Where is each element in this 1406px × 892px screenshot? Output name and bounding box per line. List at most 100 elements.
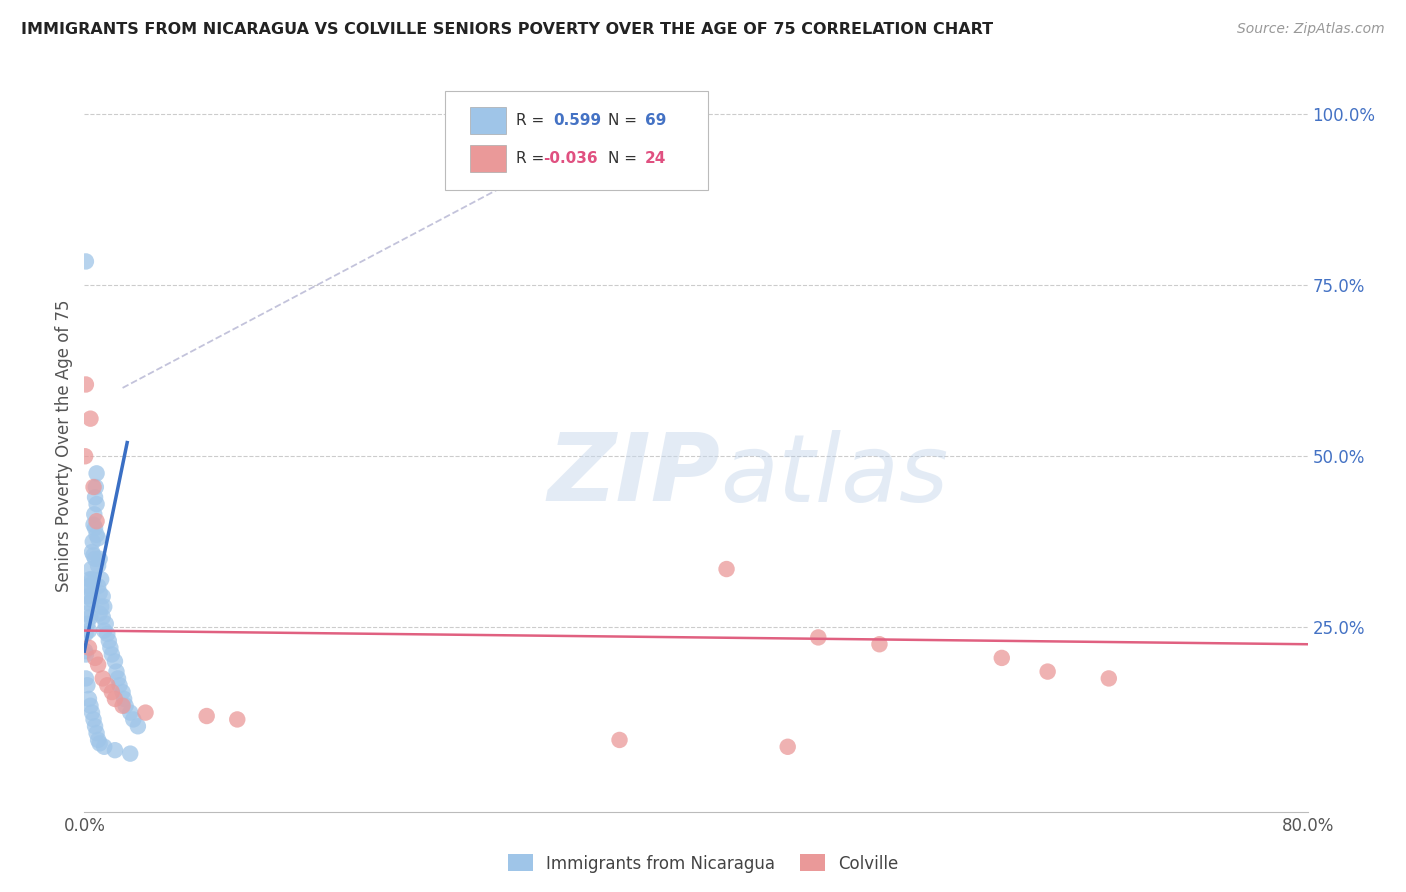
Point — [90, 599, 112, 614]
Point — [89, 607, 111, 621]
Point — [101, 648, 124, 662]
Point — [75, 648, 97, 662]
Point — [1098, 672, 1121, 686]
Point — [84, 719, 107, 733]
Point — [111, 698, 134, 713]
Point — [77, 596, 100, 610]
Point — [91, 590, 114, 604]
Text: 24: 24 — [644, 151, 666, 166]
Point — [89, 551, 111, 566]
Point — [75, 254, 97, 268]
Point — [79, 411, 101, 425]
Point — [111, 685, 134, 699]
Point — [86, 467, 108, 481]
Point — [75, 377, 97, 392]
Point — [87, 558, 110, 573]
Point — [80, 592, 103, 607]
Point — [87, 733, 110, 747]
Bar — [470, 145, 506, 172]
Point — [869, 637, 891, 651]
Point — [807, 631, 830, 645]
Point — [104, 654, 127, 668]
Text: R =: R = — [516, 151, 544, 166]
Point — [77, 692, 100, 706]
Point — [83, 713, 105, 727]
Point — [75, 449, 97, 463]
Point — [77, 579, 100, 593]
Point — [76, 607, 98, 621]
Text: N =: N = — [607, 151, 637, 166]
Text: Source: ZipAtlas.com: Source: ZipAtlas.com — [1237, 22, 1385, 37]
Point — [120, 747, 142, 761]
Point — [84, 490, 107, 504]
Point — [87, 657, 110, 672]
Point — [84, 551, 107, 566]
Point — [83, 517, 105, 532]
Text: N =: N = — [607, 113, 637, 128]
Text: 69: 69 — [644, 113, 666, 128]
Point — [716, 562, 738, 576]
Point — [195, 709, 218, 723]
Text: atlas: atlas — [720, 430, 949, 521]
Point — [89, 586, 111, 600]
Point — [87, 531, 110, 545]
Point — [77, 624, 100, 638]
Text: 0.599: 0.599 — [553, 113, 600, 128]
Point — [991, 651, 1014, 665]
Point — [86, 726, 108, 740]
Point — [75, 627, 97, 641]
Point — [112, 692, 135, 706]
Point — [93, 624, 115, 638]
Point — [114, 698, 136, 713]
Point — [94, 616, 117, 631]
Point — [104, 743, 127, 757]
FancyBboxPatch shape — [446, 91, 709, 190]
Point — [83, 480, 105, 494]
Legend: Immigrants from Nicaragua, Colville: Immigrants from Nicaragua, Colville — [501, 847, 905, 880]
Point — [98, 640, 121, 655]
Point — [93, 599, 115, 614]
Point — [80, 706, 103, 720]
Point — [90, 572, 112, 586]
Point — [83, 508, 105, 522]
Point — [79, 572, 101, 586]
Point — [609, 733, 631, 747]
Point — [104, 692, 127, 706]
Point — [86, 528, 108, 542]
Point — [80, 545, 103, 559]
Point — [80, 572, 103, 586]
Point — [83, 549, 105, 563]
Point — [1036, 665, 1059, 679]
Point — [84, 521, 107, 535]
Point — [226, 713, 249, 727]
Point — [89, 736, 111, 750]
Point — [83, 575, 105, 590]
Point — [127, 719, 149, 733]
Point — [776, 739, 799, 754]
Point — [96, 627, 118, 641]
Point — [91, 672, 114, 686]
Text: IMMIGRANTS FROM NICARAGUA VS COLVILLE SENIORS POVERTY OVER THE AGE OF 75 CORRELA: IMMIGRANTS FROM NICARAGUA VS COLVILLE SE… — [21, 22, 993, 37]
Point — [97, 633, 120, 648]
Point — [84, 480, 107, 494]
Point — [86, 514, 108, 528]
Point — [75, 644, 97, 658]
Point — [96, 678, 118, 692]
Point — [76, 616, 98, 631]
Point — [101, 685, 124, 699]
Point — [79, 582, 101, 597]
Point — [79, 698, 101, 713]
Point — [108, 678, 131, 692]
Point — [105, 665, 128, 679]
Point — [87, 579, 110, 593]
Text: -0.036: -0.036 — [543, 151, 598, 166]
Point — [77, 640, 100, 655]
Point — [82, 534, 104, 549]
Point — [76, 590, 98, 604]
Point — [91, 610, 114, 624]
Text: ZIP: ZIP — [547, 429, 720, 521]
Point — [107, 672, 129, 686]
Text: R =: R = — [516, 113, 544, 128]
Point — [86, 497, 108, 511]
Point — [75, 672, 97, 686]
